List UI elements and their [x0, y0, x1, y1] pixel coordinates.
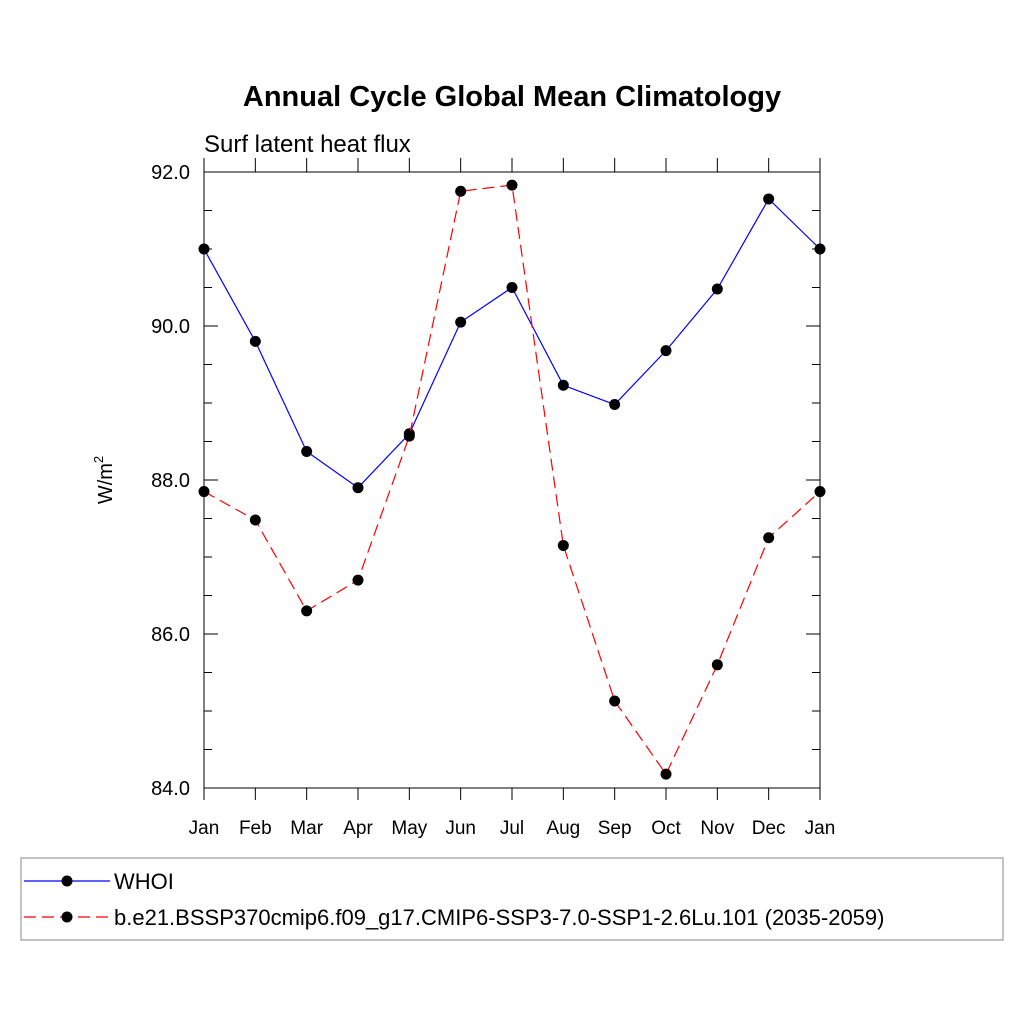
- series-1-point: [198, 486, 210, 498]
- series-1-point: [609, 695, 621, 707]
- series-1-point: [455, 185, 467, 197]
- y-tick-label: 90.0: [151, 316, 190, 338]
- series-1-point: [352, 574, 364, 586]
- x-tick-label: Mar: [290, 818, 323, 839]
- chart-subtitle: Surf latent heat flux: [204, 131, 411, 158]
- x-tick-label: Aug: [546, 818, 580, 839]
- x-tick-label: Nov: [700, 818, 734, 839]
- series-line-1: [203, 184, 821, 776]
- x-tick-label: Jan: [805, 818, 836, 839]
- series-line-0: [203, 197, 821, 489]
- series-0-point: [711, 283, 723, 295]
- y-axis-label-superscript: 2: [91, 456, 106, 463]
- series-0-point: [506, 282, 518, 293]
- legend-box: [20, 857, 1004, 941]
- series-0-point: [249, 335, 261, 347]
- series-1-point: [763, 532, 775, 544]
- legend-label-1: b.e21.BSSP370cmip6.f09_g17.CMIP6-SSP3-7.…: [114, 905, 884, 930]
- x-tick-label: Oct: [651, 818, 681, 839]
- legend-label-0: WHOI: [114, 869, 174, 894]
- y-axis-label-text: W/m: [95, 463, 117, 504]
- series-0-point: [814, 243, 826, 255]
- legend-marker-0: [61, 875, 73, 887]
- x-tick-label: Jul: [500, 818, 524, 839]
- series-0-point: [455, 316, 467, 328]
- series-0-point: [301, 446, 313, 458]
- series-0-point: [557, 379, 569, 391]
- x-tick-label: Sep: [598, 818, 632, 839]
- x-tick-label: Apr: [343, 818, 373, 839]
- x-tick-label: Jun: [445, 818, 476, 839]
- plot-area: 84.0 86.0 88.0 90.0 92.0 Jan Feb Mar Apr May Jun Ju…: [151, 158, 835, 839]
- plot-frame: [203, 171, 821, 789]
- x-tick-label: Feb: [239, 818, 272, 839]
- series-0-point: [660, 345, 672, 357]
- series-0-point: [763, 193, 775, 205]
- series-1-point: [301, 605, 313, 617]
- series-1-point: [403, 430, 415, 442]
- x-tick-label: Jan: [189, 818, 220, 839]
- y-tick-label: 92.0: [151, 162, 190, 184]
- series-1-point: [557, 539, 569, 551]
- series-1-point: [506, 179, 518, 191]
- chart-title: Annual Cycle Global Mean Climatology: [243, 81, 781, 113]
- y-tick-label: 86.0: [151, 624, 190, 646]
- series-1-point: [814, 486, 826, 498]
- series-0-point: [609, 399, 621, 411]
- x-tick-label: May: [391, 818, 427, 839]
- x-tick-label: Dec: [752, 818, 786, 839]
- y-tick-label: 88.0: [151, 470, 190, 492]
- series-1-point: [249, 514, 261, 526]
- legend-marker-1: [61, 911, 73, 923]
- legend: WHOI b.e21.BSSP370cmip6.f09_g17.CMIP6-SSP…: [24, 869, 884, 930]
- series-0-point: [352, 482, 364, 494]
- series-1-point: [711, 659, 723, 671]
- y-tick-label: 84.0: [151, 778, 190, 800]
- y-axis-label: W/m2: [91, 456, 117, 504]
- series-1-point: [660, 768, 672, 780]
- series-0-point: [198, 243, 210, 255]
